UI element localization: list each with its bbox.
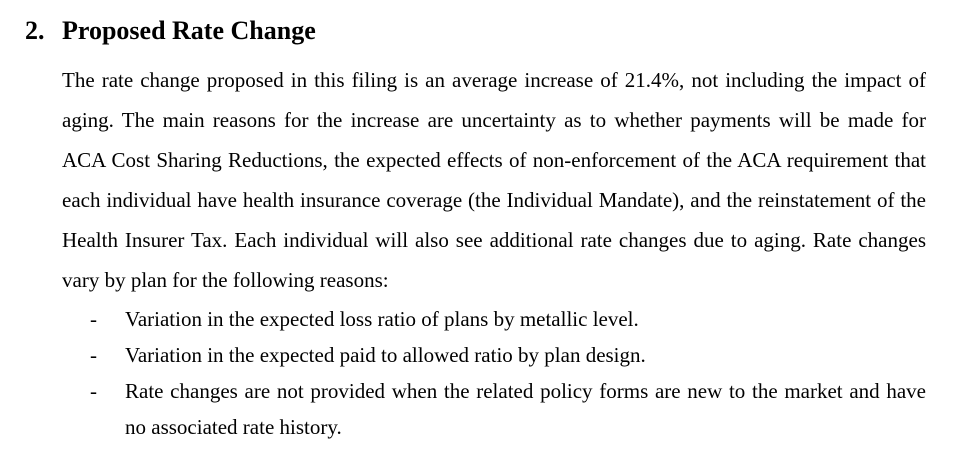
section-title: Proposed Rate Change (62, 16, 316, 45)
dash-bullet-marker: - (90, 379, 97, 403)
bullet-list: - Variation in the expected loss ratio o… (62, 301, 926, 445)
list-item: - Variation in the expected loss ratio o… (62, 301, 926, 337)
list-item-text: Variation in the expected loss ratio of … (125, 307, 639, 331)
list-item: - Variation in the expected paid to allo… (62, 337, 926, 373)
list-item: - Rate changes are not provided when the… (62, 373, 926, 445)
section-heading: 2. Proposed Rate Change (25, 16, 925, 46)
list-item-text: Rate changes are not provided when the r… (125, 379, 926, 439)
dash-bullet-marker: - (90, 343, 97, 367)
section-content: The rate change proposed in this filing … (62, 60, 926, 445)
section-number: 2. (25, 16, 45, 45)
list-item-text: Variation in the expected paid to allowe… (125, 343, 646, 367)
body-paragraph: The rate change proposed in this filing … (62, 68, 926, 292)
dash-bullet-marker: - (90, 307, 97, 331)
